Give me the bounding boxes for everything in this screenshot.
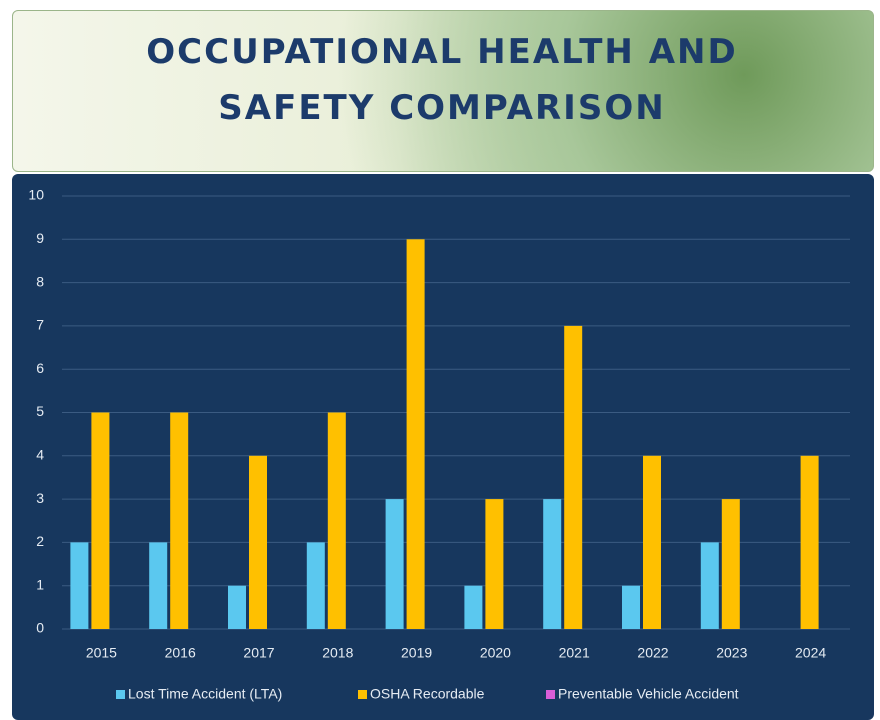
bar (643, 456, 661, 629)
bar (543, 499, 561, 629)
bar (407, 239, 425, 629)
x-tick-label: 2021 (559, 645, 590, 661)
legend-swatch (116, 690, 125, 699)
x-tick-label: 2023 (716, 645, 747, 661)
bar (722, 499, 740, 629)
y-tick-label: 6 (36, 360, 44, 376)
bar (464, 586, 482, 629)
y-tick-label: 7 (36, 317, 44, 333)
bar (307, 542, 325, 629)
bar (228, 586, 246, 629)
x-tick-label: 2017 (243, 645, 274, 661)
legend-label: Preventable Vehicle Accident (558, 686, 739, 702)
x-tick-label: 2020 (480, 645, 511, 661)
x-tick-label: 2015 (86, 645, 117, 661)
bar (801, 456, 819, 629)
x-tick-label: 2022 (637, 645, 668, 661)
page: OCCUPATIONAL HEALTH AND SAFETY COMPARISO… (0, 0, 880, 720)
y-tick-label: 2 (36, 533, 44, 549)
legend-swatch (546, 690, 555, 699)
bar (91, 413, 109, 630)
chart: 0 1 2 3 4 5 6 7 8 9 10 2015 2016 2017 2018 2019 2020 2021… (0, 0, 880, 720)
bar (70, 542, 88, 629)
y-tick-label: 4 (36, 447, 44, 463)
y-tick-label: 0 (36, 620, 44, 636)
chart-panel (12, 174, 874, 720)
bar (701, 542, 719, 629)
x-tick-label: 2019 (401, 645, 432, 661)
bar (622, 586, 640, 629)
bar (328, 413, 346, 630)
legend-label: Lost Time Accident (LTA) (128, 686, 282, 702)
x-tick-label: 2018 (322, 645, 353, 661)
bar (386, 499, 404, 629)
legend-label: OSHA Recordable (370, 686, 485, 702)
y-tick-label: 3 (36, 490, 44, 506)
bar (170, 413, 188, 630)
y-tick-label: 1 (36, 576, 44, 592)
y-tick-label: 10 (28, 187, 44, 203)
bar (249, 456, 267, 629)
bar (485, 499, 503, 629)
y-tick-label: 5 (36, 403, 44, 419)
x-tick-label: 2024 (795, 645, 826, 661)
y-tick-label: 9 (36, 230, 44, 246)
bar (149, 542, 167, 629)
legend-swatch (358, 690, 367, 699)
bar (564, 326, 582, 629)
x-tick-label: 2016 (165, 645, 196, 661)
y-tick-label: 8 (36, 273, 44, 289)
